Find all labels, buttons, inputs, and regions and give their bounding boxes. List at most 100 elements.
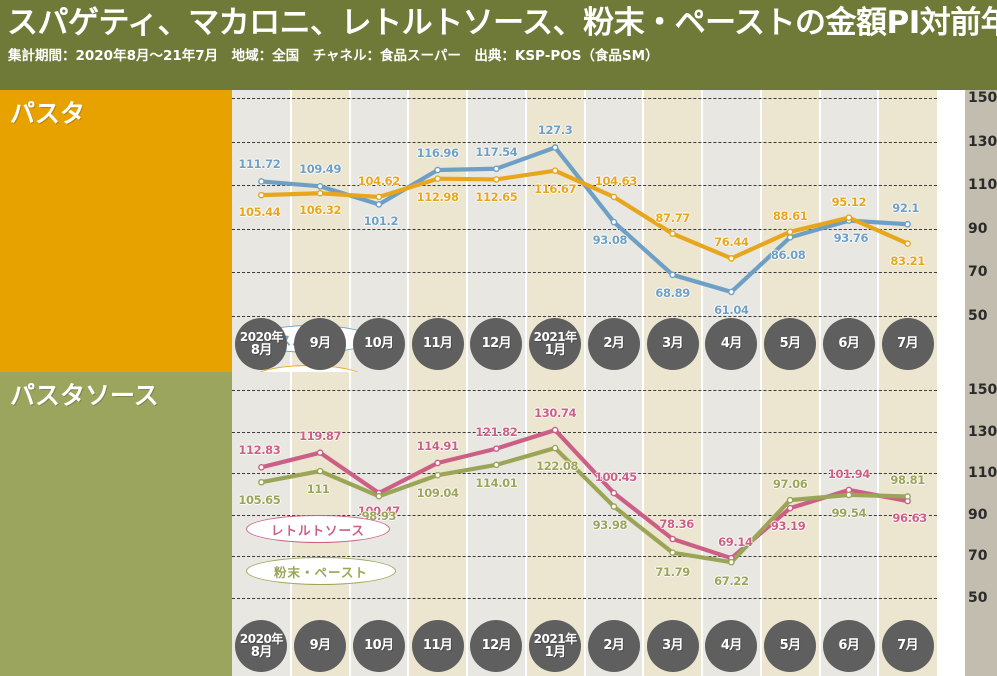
month-name: 1月 (544, 645, 567, 660)
data-point (434, 166, 441, 174)
data-label: 112.65 (475, 190, 518, 205)
data-point (316, 189, 324, 197)
data-point (904, 220, 911, 228)
month-name: 7月 (897, 638, 919, 653)
data-label: 93.98 (592, 517, 628, 532)
month-label-2: 9月 (294, 620, 347, 672)
data-label: 130.74 (534, 406, 577, 421)
band-divider (818, 372, 821, 676)
month-label-4: 11月 (411, 318, 464, 370)
gridline (232, 228, 937, 230)
data-point (434, 175, 441, 183)
month-name: 9月 (309, 638, 332, 653)
data-label: 69.14 (718, 535, 753, 550)
month-name: 8月 (250, 645, 273, 660)
data-label: 78.36 (659, 517, 694, 531)
data-label: 117.54 (475, 144, 518, 159)
month-name: 9月 (309, 336, 332, 351)
data-point (493, 176, 500, 183)
data-point (845, 491, 853, 499)
band-divider (407, 90, 410, 372)
month-name: 12月 (481, 336, 512, 351)
data-label: 112.83 (238, 443, 281, 458)
data-point (845, 214, 853, 221)
axis-gutter-top (937, 90, 965, 372)
gridline (232, 316, 937, 317)
category-label-pasta: パスタ (10, 99, 86, 128)
band-divider (701, 90, 703, 372)
band-divider (289, 90, 292, 372)
data-label: 86.08 (770, 248, 806, 263)
month-label-12: 7月 (881, 318, 934, 370)
band-divider (583, 372, 586, 676)
data-point (610, 503, 618, 510)
gridline (232, 141, 937, 143)
data-point (493, 445, 500, 452)
band-divider (348, 90, 351, 372)
band-divider (877, 372, 880, 676)
data-label: 97.06 (772, 477, 808, 492)
y-axis-tick: 70 (968, 264, 988, 281)
data-label: 111 (306, 482, 330, 497)
month-name: 2月 (603, 336, 625, 351)
axis-gutter-bottom (937, 372, 965, 676)
gridline (232, 473, 937, 475)
series-line-2 (259, 168, 910, 261)
month-label-5: 12月 (470, 318, 523, 370)
data-point (669, 230, 676, 237)
y-axis-tick: 50 (968, 308, 988, 324)
data-point (375, 201, 383, 208)
legend-item-2[interactable]: 粉末・ペースト (246, 557, 396, 585)
data-label: 71.79 (655, 564, 690, 579)
y-axis-tick: 110 (968, 465, 997, 482)
data-point (493, 165, 500, 173)
data-point (551, 144, 559, 151)
data-point (904, 493, 911, 500)
data-point (375, 492, 383, 500)
month-name: 10月 (364, 638, 394, 653)
month-label-7: 2月 (587, 620, 640, 672)
band-divider (642, 372, 645, 676)
data-label: 122.08 (536, 459, 579, 474)
data-label: 119.87 (299, 428, 342, 443)
band-divider (407, 372, 410, 676)
data-label: 101.94 (827, 466, 870, 481)
month-name: 11月 (422, 336, 453, 351)
data-label: 104.63 (594, 173, 637, 188)
data-point (434, 459, 441, 467)
data-label: 104.62 (357, 173, 400, 188)
data-point (258, 478, 265, 486)
month-name: 4月 (720, 638, 743, 653)
data-point (786, 504, 794, 512)
data-point (669, 549, 676, 556)
data-point (316, 467, 324, 475)
month-label-11: 6月 (822, 620, 875, 672)
y-axis-top: 50 70 90 110 130 150 (965, 90, 997, 372)
data-point (434, 471, 441, 479)
month-label-10: 5月 (764, 318, 817, 370)
category-label-pasta-sauce: パスタソース (10, 381, 159, 410)
data-point (728, 255, 735, 262)
month-name: 1月 (544, 343, 567, 358)
band-divider (701, 372, 703, 676)
series-line-1 (259, 145, 910, 295)
data-point (258, 178, 265, 185)
data-point (551, 426, 559, 434)
data-label: 111.72 (238, 157, 281, 172)
legend-item-1[interactable]: レトルトソース (246, 515, 390, 543)
data-label: 105.65 (238, 493, 281, 508)
data-label: 100.45 (594, 470, 637, 485)
month-name: 2月 (603, 638, 625, 653)
month-label-2: 9月 (294, 318, 347, 370)
month-label-4: 11月 (411, 620, 464, 672)
month-year: 2020年 (239, 330, 283, 344)
data-point (551, 167, 559, 174)
data-label: 114.91 (416, 438, 459, 453)
category-panel-pasta-sauce: パスタソース (0, 372, 232, 676)
month-name: 11月 (422, 638, 453, 653)
data-label: 87.77 (655, 210, 690, 225)
data-label: 100.47 (357, 504, 400, 519)
month-name: 6月 (838, 336, 860, 351)
data-point (610, 218, 618, 226)
